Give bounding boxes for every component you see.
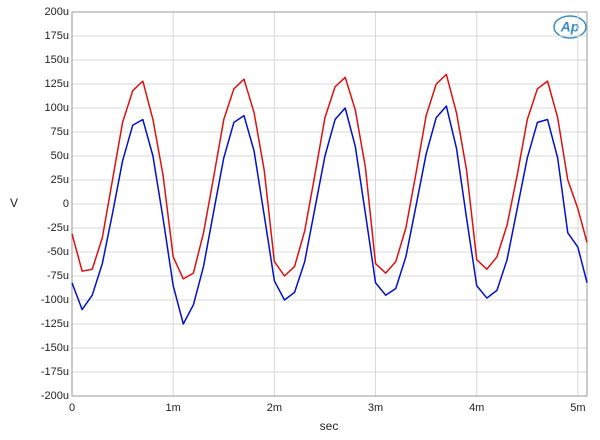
y-tick-label: -150u xyxy=(41,342,69,354)
y-tick-label: 0 xyxy=(63,198,69,210)
y-tick-label: -125u xyxy=(41,318,69,330)
y-tick-label: -200u xyxy=(41,390,69,402)
y-tick-label: 75u xyxy=(51,126,69,138)
x-tick-label: 5m xyxy=(570,402,585,414)
x-axis-label: sec xyxy=(320,419,339,433)
y-tick-label: -75u xyxy=(47,270,69,282)
plot-frame xyxy=(71,11,588,397)
y-tick-label: 200u xyxy=(45,6,69,18)
x-tick-label: 4m xyxy=(469,402,484,414)
series-line xyxy=(71,105,588,325)
y-tick-label: 100u xyxy=(45,102,69,114)
y-tick-label: 175u xyxy=(45,30,69,42)
logo-ring xyxy=(553,15,587,39)
y-tick-label: 125u xyxy=(45,78,69,90)
y-axis-label: V xyxy=(10,196,18,210)
x-tick-label: 2m xyxy=(267,402,282,414)
y-tick-label: 150u xyxy=(45,54,69,66)
y-tick-label: 50u xyxy=(51,150,69,162)
logo: Ap xyxy=(560,19,580,35)
y-tick-label: -175u xyxy=(41,366,69,378)
y-tick-label: -25u xyxy=(47,222,69,234)
x-tick-label: 1m xyxy=(166,402,181,414)
series-line xyxy=(71,73,588,280)
x-tick-label: 0 xyxy=(69,402,75,414)
x-tick-label: 3m xyxy=(368,402,383,414)
y-tick-label: -100u xyxy=(41,294,69,306)
y-tick-label: 25u xyxy=(51,174,69,186)
y-tick-label: -50u xyxy=(47,246,69,258)
